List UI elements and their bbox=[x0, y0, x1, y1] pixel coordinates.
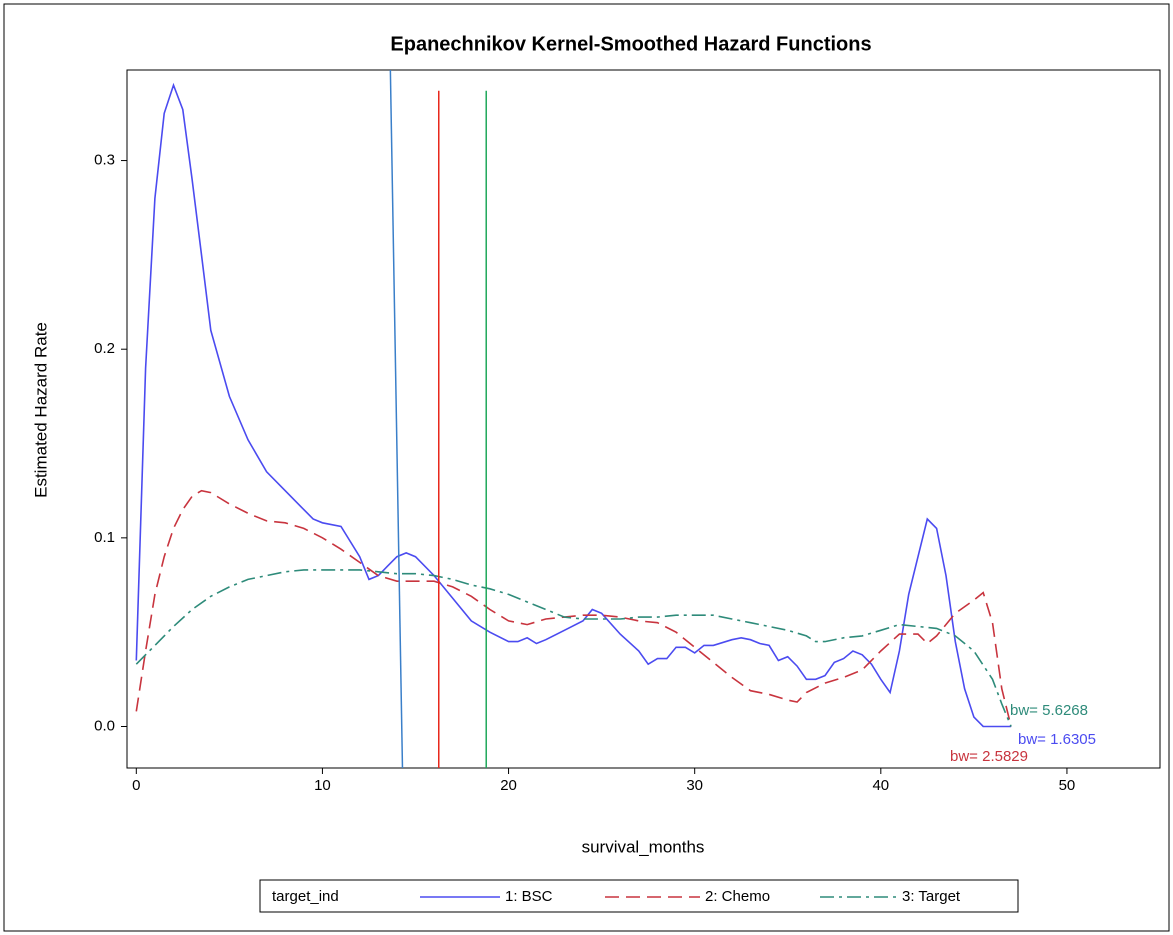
x-tick-label: 10 bbox=[314, 777, 331, 794]
x-tick-label: 30 bbox=[686, 777, 703, 794]
chart-title: Epanechnikov Kernel-Smoothed Hazard Func… bbox=[390, 33, 871, 55]
y-tick-label: 0.3 bbox=[94, 152, 115, 169]
x-tick-label: 0 bbox=[132, 777, 140, 794]
legend-box bbox=[259, 879, 1019, 913]
bandwidth-label: bw= 1.6305 bbox=[1018, 731, 1096, 748]
frame bbox=[3, 3, 1170, 932]
legend-title: target_ind bbox=[272, 888, 339, 905]
legend-label: 3: Target bbox=[902, 888, 961, 905]
bandwidth-label: bw= 2.5829 bbox=[950, 748, 1028, 765]
reference-line bbox=[389, 69, 404, 769]
plot-area bbox=[126, 69, 1161, 769]
x-tick-label: 20 bbox=[500, 777, 517, 794]
x-tick-label: 50 bbox=[1059, 777, 1076, 794]
series-line bbox=[135, 569, 1012, 727]
series-line bbox=[135, 82, 1012, 728]
y-axis-label: Estimated Hazard Rate bbox=[31, 322, 50, 498]
legend-label: 2: Chemo bbox=[705, 888, 770, 905]
x-tick-label: 40 bbox=[872, 777, 889, 794]
bandwidth-label: bw= 5.6268 bbox=[1010, 702, 1088, 719]
legend-label: 1: BSC bbox=[505, 888, 553, 905]
x-axis-label: survival_months bbox=[582, 837, 705, 856]
y-tick-label: 0.1 bbox=[94, 529, 115, 546]
y-tick-label: 0.0 bbox=[94, 717, 115, 734]
series-line bbox=[135, 489, 1012, 727]
y-tick-label: 0.2 bbox=[94, 340, 115, 357]
